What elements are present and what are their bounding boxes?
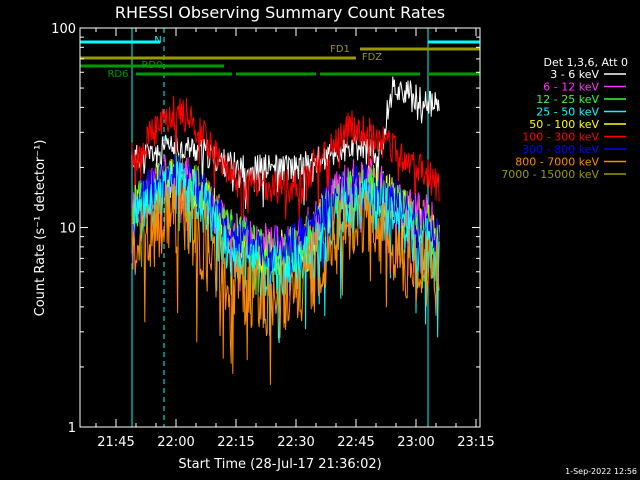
legend-label-6: 300 - 800 keV [522, 143, 599, 156]
flag-label-n: N [154, 35, 161, 46]
legend-label-1: 6 - 12 keV [543, 81, 599, 94]
x-tick-label-2: 22:15 [217, 435, 254, 450]
x-tick-label-5: 23:00 [397, 435, 434, 450]
chart-title: RHESSI Observing Summary Count Rates [115, 3, 445, 22]
y-tick-label-2: 100 [51, 22, 76, 37]
legend-header: Det 1,3,6, Att 0 [544, 56, 628, 69]
legend-label-7: 800 - 7000 keV [515, 156, 599, 169]
series-line-3 [131, 161, 440, 344]
x-tick-label-6: 23:15 [457, 435, 494, 450]
legend-label-0: 3 - 6 keV [550, 68, 599, 81]
x-tick-label-0: 21:45 [97, 435, 134, 450]
series-line-7 [131, 181, 440, 385]
x-tick-label-1: 22:00 [157, 435, 194, 450]
plot-area: N FD1 FDZ RD0 RD6 [79, 28, 481, 427]
y-tick-label-1: 10 [59, 222, 76, 237]
flag-label-rd0: RD0 [141, 60, 162, 71]
footer-timestamp: 1-Sep-2022 12:56 [565, 467, 637, 476]
x-tick-label-3: 22:30 [277, 435, 314, 450]
legend-label-3: 25 - 50 keV [536, 106, 599, 119]
legend-label-2: 12 - 25 keV [536, 93, 599, 106]
x-tick-label-4: 22:45 [337, 435, 374, 450]
x-axis-label: Start Time (28-Jul-17 21:36:02) [178, 457, 381, 472]
series-line-0 [131, 76, 440, 209]
series-line-5 [131, 96, 440, 238]
x-axis: 21:45 22:00 22:15 22:30 22:45 23:00 23:15 [95, 28, 495, 450]
legend-label-4: 50 - 100 keV [529, 118, 599, 131]
y-axis-label: Count Rate (s⁻¹ detector⁻¹) [33, 140, 48, 317]
y-tick-label-0: 1 [68, 421, 76, 436]
y-axis: 1 10 100 [51, 22, 480, 436]
flag-label-rd6: RD6 [107, 69, 128, 80]
flag-label-fd1: FD1 [330, 44, 350, 55]
legend-label-5: 100 - 300 keV [522, 131, 599, 144]
legend-label-8: 7000 - 15000 keV [501, 168, 599, 181]
flag-label-fdz: FDZ [362, 52, 382, 63]
